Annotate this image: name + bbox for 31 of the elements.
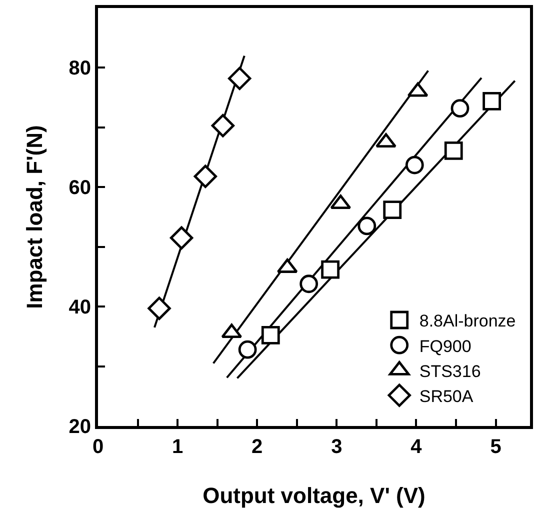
x-tick-label: 0 [92, 436, 104, 458]
point [228, 66, 252, 90]
point [148, 296, 171, 320]
x-axis-title: Output voltage, V' (V) [202, 483, 426, 508]
x-tick-label: 4 [410, 436, 423, 458]
point [194, 164, 217, 188]
point [482, 92, 502, 110]
point [238, 340, 257, 359]
y-axis-title: Impact load, F'(N) [22, 125, 47, 309]
legend-label: FQ900 [419, 336, 472, 356]
point [261, 326, 280, 344]
point [170, 226, 194, 250]
point [383, 200, 402, 220]
x-tick-label: 5 [490, 436, 502, 458]
point [321, 260, 340, 279]
point [405, 156, 424, 174]
legend-label: 8.8Al-bronze [419, 312, 516, 331]
y-tick-label: 20 [68, 416, 91, 438]
point [211, 114, 235, 138]
legend-label: STS316 [419, 362, 481, 381]
x-tick-label: 1 [172, 436, 184, 458]
y-tick-label: 60 [68, 177, 91, 200]
y-tick-label: 40 [68, 296, 91, 319]
point [300, 274, 318, 294]
legend-label: SR50A [419, 386, 474, 406]
point [450, 99, 470, 118]
y-tick-label: 80 [68, 58, 91, 80]
x-tick-label: 2 [252, 436, 263, 458]
point [358, 216, 376, 236]
point [444, 142, 463, 160]
x-tick-label: 3 [331, 436, 342, 458]
